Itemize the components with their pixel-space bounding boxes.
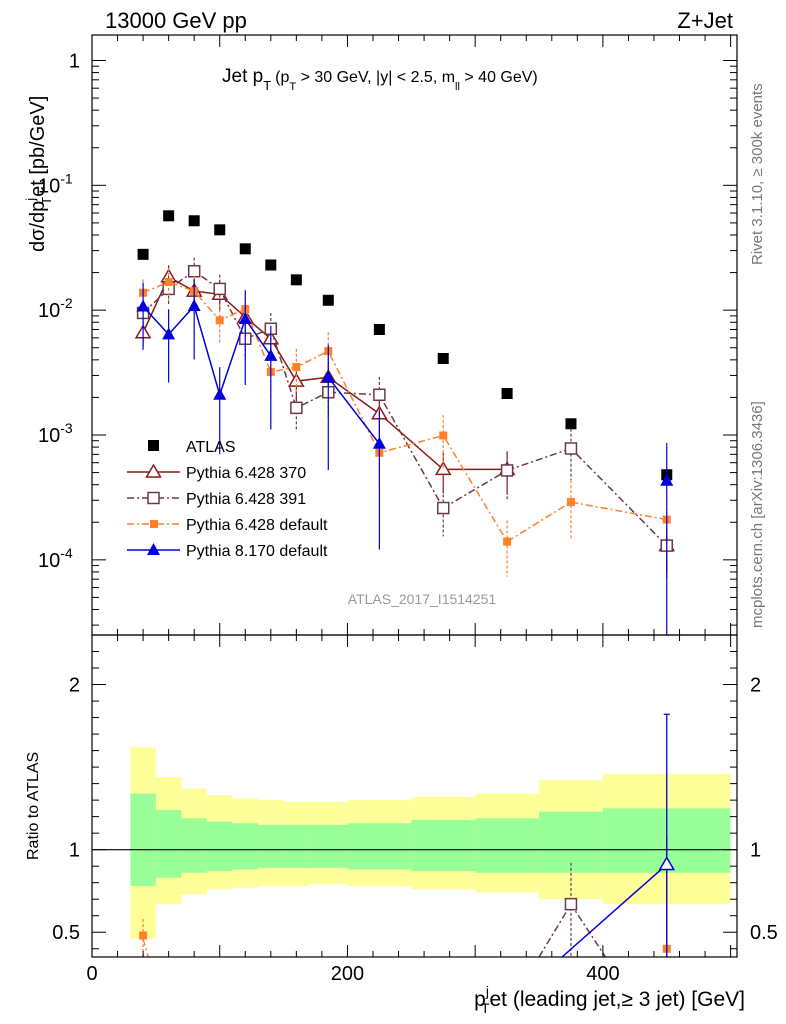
- ratio-inner-band-bin: [309, 824, 348, 868]
- ratio-y-tick-label-left: 1: [69, 840, 80, 862]
- data-point: [214, 224, 226, 236]
- data-point: [436, 501, 450, 515]
- ratio-inner-band-bin: [347, 823, 412, 870]
- data-point: [164, 278, 173, 287]
- data-point: [500, 464, 514, 477]
- legend-marker-p391: [147, 491, 160, 505]
- data-point: [213, 387, 227, 400]
- data-point: [187, 264, 201, 278]
- x-tick-label: 0: [86, 963, 97, 985]
- ratio-point-pdef8: [658, 856, 676, 871]
- ratio-uncertainty-bands: [92, 747, 737, 939]
- ratio-inner-band-bin: [258, 824, 284, 868]
- ratio-inner-band-bin: [411, 819, 476, 872]
- data-point: [213, 282, 226, 296]
- series-0: [137, 210, 673, 481]
- ratio-y-tick-label-right: 2: [750, 675, 761, 697]
- legend-label-p391: Pythia 6.428 391: [186, 491, 306, 508]
- y-tick-label: 10-2: [38, 295, 73, 322]
- ratio-y-axis-label: Ratio to ATLAS: [25, 752, 42, 860]
- data-point: [290, 274, 302, 286]
- x-tick-label: 200: [331, 963, 364, 985]
- y-tick-label: 10-1: [38, 170, 73, 197]
- ratio-inner-band-bin: [206, 821, 233, 872]
- data-point: [187, 298, 201, 311]
- ratio-inner-band-bin: [475, 818, 540, 873]
- ratio-y-tick-label-left: 2: [69, 675, 80, 697]
- data-point: [434, 460, 452, 476]
- plot-title: Jet pT (pT > 30 GeV, |y| < 2.5, mll > 40 …: [222, 66, 538, 93]
- series-4: [136, 279, 674, 635]
- ratio-series-layer: [139, 713, 676, 957]
- data-point: [188, 215, 200, 227]
- legend: ATLAS Pythia 6.428 370 Pythia 6.428 391 …: [127, 439, 328, 560]
- ratio-frame: [91, 634, 738, 958]
- data-point: [265, 259, 277, 271]
- data-point: [564, 442, 578, 455]
- ratio-line-pdef6: [142, 938, 149, 957]
- ratio-line-p391: [538, 902, 607, 957]
- data-point: [321, 370, 335, 383]
- data-point: [565, 418, 577, 430]
- legend-marker-pdef6: [150, 520, 158, 528]
- data-point: [373, 323, 385, 335]
- ratio-y-tick-label-right: 0.5: [750, 922, 778, 944]
- header-right: Z+Jet: [677, 8, 733, 33]
- data-point: [215, 316, 224, 325]
- top-y-axis-label: dσ/dpjTet [pb/GeV]: [23, 96, 54, 252]
- ratio-line-pdef8: [561, 863, 668, 957]
- data-point: [264, 348, 278, 361]
- legend-label-pdef8: Pythia 8.170 default: [186, 543, 328, 560]
- header-left: 13000 GeV pp: [105, 8, 247, 33]
- data-point: [163, 210, 175, 222]
- data-point: [660, 473, 674, 486]
- mcplots-label: mcplots.cern.ch [arXiv:1306.3436]: [749, 401, 766, 628]
- ratio-point-pdef6: [139, 931, 148, 940]
- data-point: [437, 353, 449, 365]
- legend-label-pdef6: Pythia 6.428 default: [186, 517, 328, 534]
- ratio-inner-band-bin: [232, 823, 259, 870]
- y-tick-label: 1: [69, 50, 80, 72]
- ratio-y-tick-label-right: 1: [750, 840, 761, 862]
- data-point: [566, 498, 575, 507]
- series-line: [327, 376, 380, 445]
- data-point: [136, 299, 150, 312]
- data-point: [162, 327, 176, 340]
- y-tick-label: 10-4: [38, 545, 73, 572]
- data-point: [292, 363, 301, 372]
- ratio-y-tick-label-left: 0.5: [52, 922, 80, 944]
- top-series-layer: [134, 210, 676, 635]
- ratio-inner-band-bin: [155, 810, 182, 878]
- data-point: [373, 388, 386, 402]
- ratio-inner-band-bin: [181, 818, 207, 873]
- legend-label-p370: Pythia 6.428 370: [186, 465, 306, 482]
- top-axes: 1 10-1 10-2 10-3 10-4: [38, 35, 737, 957]
- legend-marker-p370: [145, 463, 162, 478]
- data-point: [137, 248, 149, 260]
- series-line: [142, 304, 272, 398]
- data-point: [503, 537, 512, 546]
- data-point: [322, 294, 334, 306]
- ratio-axes: 0 200 400 0.5 0.5 1 1 2 2: [52, 651, 778, 985]
- ratio-inner-band-bin: [130, 793, 156, 886]
- data-point: [239, 243, 251, 255]
- data-point: [372, 436, 386, 449]
- data-point: [501, 387, 513, 399]
- data-point: [290, 401, 303, 415]
- ratio-inner-band-bin: [283, 824, 310, 868]
- analysis-watermark: ATLAS_2017_I1514251: [348, 591, 497, 607]
- x-axis-label: pj Tet (leading jet,≥ 3 jet) [GeV]: [474, 983, 745, 1016]
- legend-marker-atlas: [148, 440, 159, 451]
- ratio-point-p391: [564, 897, 578, 911]
- y-tick-label: 10-3: [38, 420, 73, 447]
- legend-label-atlas: ATLAS: [186, 439, 236, 456]
- ratio-inner-band-bin: [539, 811, 603, 873]
- x-tick-label: 400: [586, 963, 619, 985]
- legend-marker-pdef8: [147, 543, 160, 555]
- data-point: [439, 431, 448, 440]
- rivet-label: Rivet 3.1.10, ≥ 300k events: [749, 83, 766, 265]
- data-point: [238, 311, 252, 324]
